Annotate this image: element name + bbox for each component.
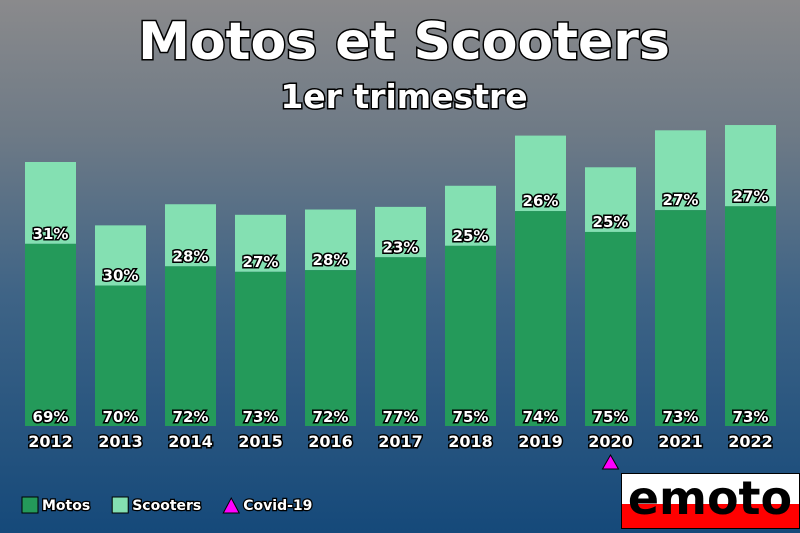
- bar-group-2015: 27% 73% 2015: [235, 214, 286, 453]
- bar-motos-2016: [305, 270, 356, 426]
- label-scooters-2021: 27%: [663, 191, 699, 209]
- legend-label-covid-19: Covid-19: [243, 498, 312, 514]
- bar-group-2016: 28% 72% 2016: [305, 209, 356, 453]
- bar-scooters-2016: [305, 209, 356, 271]
- label-motos-2013: 70%: [103, 408, 139, 426]
- legend-swatch-covid: [222, 496, 241, 514]
- label-motos-2017: 77%: [383, 408, 419, 426]
- label-motos-2019: 74%: [523, 408, 559, 426]
- bar-group-2012: 31% 69% 2012: [25, 162, 76, 453]
- x-tick-2017: 2017: [378, 432, 423, 451]
- x-tick-2021: 2021: [658, 432, 703, 451]
- label-scooters-2020: 25%: [593, 213, 629, 231]
- legend-item-covid-19: Covid-19: [222, 496, 314, 515]
- bar-scooters-2022: [725, 125, 776, 207]
- label-scooters-2015: 27%: [243, 253, 279, 271]
- x-tick-2012: 2012: [28, 432, 73, 451]
- bar-group-2021: 27% 73% 2021: [655, 130, 706, 453]
- bar-scooters-2013: [95, 225, 146, 286]
- bar-group-2014: 28% 72% 2014: [165, 204, 216, 453]
- bar-motos-2012: [25, 243, 76, 426]
- label-motos-2018: 75%: [453, 408, 489, 426]
- x-tick-2019: 2019: [518, 432, 563, 451]
- legend-item-motos: Motos: [21, 496, 91, 515]
- label-motos-2012: 69%: [33, 408, 69, 426]
- label-motos-2016: 72%: [313, 408, 349, 426]
- bar-motos-2015: [235, 271, 286, 426]
- chart-subtitle: 1er trimestre: [280, 77, 527, 116]
- x-tick-2013: 2013: [98, 432, 143, 451]
- emoto-logo: emoto: [621, 471, 800, 529]
- bar-scooters-2017: [375, 206, 426, 258]
- label-scooters-2017: 23%: [383, 238, 419, 256]
- label-scooters-2022: 27%: [733, 187, 769, 205]
- x-tick-2020: 2020: [588, 432, 633, 451]
- label-scooters-2014: 28%: [173, 247, 209, 265]
- bar-motos-2013: [95, 285, 146, 426]
- bar-scooters-2019: [515, 135, 566, 212]
- label-scooters-2019: 26%: [523, 192, 559, 210]
- x-tick-2014: 2014: [168, 432, 213, 451]
- bar-motos-2018: [445, 245, 496, 426]
- bar-group-2019: 26% 74% 2019: [515, 135, 566, 453]
- bar-scooters-2021: [655, 130, 706, 211]
- bar-motos-2014: [165, 266, 216, 426]
- bar-group-2018: 25% 75% 2018: [445, 185, 496, 453]
- bar-group-2022: 27% 73% 2022: [725, 125, 776, 453]
- bar-group-2013: 30% 70% 2013: [95, 225, 146, 453]
- legend: Motos Scooters Covid-19: [21, 496, 314, 515]
- legend-swatch-motos: [21, 496, 39, 514]
- x-tick-2016: 2016: [308, 432, 353, 451]
- label-scooters-2012: 31%: [33, 225, 69, 243]
- bar-scooters-2020: [585, 167, 636, 232]
- bar-motos-2019: [515, 211, 566, 426]
- label-scooters-2018: 25%: [453, 227, 489, 245]
- label-motos-2014: 72%: [173, 408, 209, 426]
- legend-item-scooters: Scooters: [111, 496, 203, 515]
- bar-motos-2017: [375, 257, 426, 426]
- bar-motos-2022: [725, 206, 776, 426]
- bar-group-2017: 23% 77% 2017: [375, 206, 426, 453]
- label-scooters-2016: 28%: [313, 251, 349, 269]
- bars-group: 31% 69% 2012 30% 70% 2013 28% 72% 2014 27% 73% 2015…: [25, 125, 776, 470]
- label-scooters-2013: 30%: [103, 267, 139, 285]
- label-motos-2022: 73%: [733, 408, 769, 426]
- x-tick-2015: 2015: [238, 432, 283, 451]
- bar-scooters-2015: [235, 214, 286, 272]
- legend-label-motos: Motos: [42, 498, 90, 514]
- legend-swatch-scooters: [111, 496, 129, 514]
- covid-marker-2020: [601, 453, 620, 470]
- bar-scooters-2018: [445, 185, 496, 246]
- bar-scooters-2012: [25, 162, 76, 244]
- legend-label-scooters: Scooters: [132, 498, 201, 514]
- bar-motos-2021: [655, 210, 706, 426]
- logo-text: emoto: [628, 471, 792, 525]
- bar-scooters-2014: [165, 204, 216, 267]
- bar-group-2020: 25% 75% 2020: [585, 167, 636, 453]
- bar-motos-2020: [585, 231, 636, 426]
- label-motos-2015: 73%: [243, 408, 279, 426]
- label-motos-2020: 75%: [593, 408, 629, 426]
- x-tick-2018: 2018: [448, 432, 493, 451]
- label-motos-2021: 73%: [663, 408, 699, 426]
- chart-title: Motos et Scooters: [138, 12, 670, 72]
- x-tick-2022: 2022: [728, 432, 773, 451]
